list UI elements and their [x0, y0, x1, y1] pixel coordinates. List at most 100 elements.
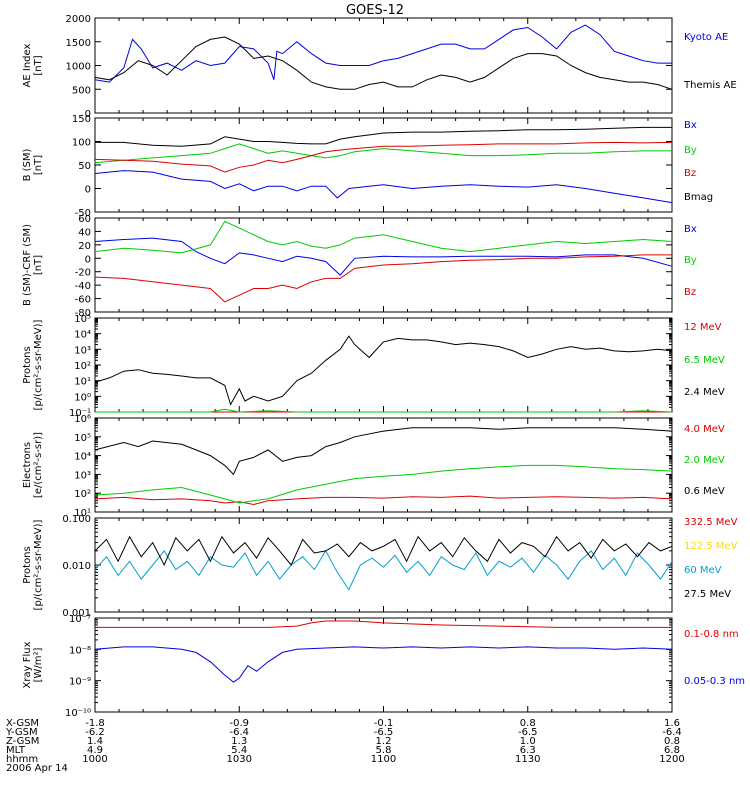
coord-row-label: X-GSM: [6, 718, 39, 729]
y-tick-label: 10⁵: [74, 433, 91, 444]
y-tick-label: 10⁴: [74, 330, 91, 341]
y-tick-label: 10⁻⁷: [69, 614, 91, 625]
y-tick-label: 10²: [74, 361, 91, 372]
series-line-bx: [94, 237, 673, 276]
y-tick-label: 0: [85, 185, 91, 196]
coord-row-value: 1130: [515, 754, 540, 765]
panel-5: 10¹ 10² 10³ 10⁴ 10⁵ 10⁶ Electrons[e/(cm²-s-sr)…: [22, 414, 725, 519]
series-line-by: [94, 220, 673, 254]
series-line-bx: [94, 170, 673, 204]
panel-6: 0.001 0.010 0.100 Protons[p/(cm²-s-sr-MeV)]…: [22, 514, 738, 619]
panel-2: -50 0 50 100 150 B (SM)[nT] Bx By Bz Bmag: [22, 114, 713, 219]
coord-row-label: Z-GSM: [6, 736, 39, 747]
series-line-2-0-mev: [94, 464, 673, 504]
series-line-6-5-mev: [95, 408, 673, 413]
coord-row-value: 6.3: [520, 745, 536, 756]
panel-frame: [94, 117, 673, 213]
coord-row-value: 0.8: [520, 718, 536, 729]
panel-3: -80 -60 -40 -20 0 20 40 60 B (SM)-CRF (SM)[nT] Bx…: [22, 214, 697, 319]
coord-row-value: -6.4: [662, 727, 682, 738]
series-line-2-4-mev: [94, 335, 673, 406]
coord-row-value: -0.9: [229, 718, 249, 729]
legend-label: 60 MeV: [684, 565, 722, 576]
coord-row-value: -6.4: [229, 727, 249, 738]
legend-label: 2.0 MeV: [684, 455, 725, 466]
series-line-bz: [94, 141, 673, 173]
y-tick-label: -50: [75, 208, 91, 219]
y-tick-label: 10³: [74, 345, 91, 356]
series-line-60-mev: [94, 549, 673, 591]
y-tick-label: 60: [78, 214, 91, 225]
y-tick-label: 10⁵: [74, 314, 91, 325]
y-tick-label: 0.100: [62, 514, 91, 525]
coord-row-value: 1000: [82, 754, 107, 765]
y-tick-label: -60: [75, 295, 91, 306]
series-line-bz: [94, 254, 672, 303]
series-line-0-05-0-3-nm: [94, 646, 673, 683]
y-tick-label: 10⁻¹: [69, 408, 91, 419]
panel-4: 10⁻¹ 10⁰ 10¹ 10² 10³ 10⁴ 10⁵ Protons[p/(cm²-s-s…: [22, 314, 725, 419]
series-line-themis-ae: [94, 36, 673, 90]
y-tick-label: 10³: [74, 470, 91, 481]
legend-label: 12 MeV: [684, 322, 722, 333]
legend-label: Bz: [684, 287, 696, 298]
panel-frame: [94, 17, 673, 114]
panel-frame: [94, 317, 673, 413]
series-line-0-6-mev: [94, 427, 673, 476]
y-tick-label: -80: [75, 308, 91, 319]
coord-row-value: -6.5: [518, 727, 538, 738]
series-line-kyoto-ae: [94, 24, 672, 83]
y-axis-label: B (SM)[nT]: [22, 148, 44, 181]
panel-7: 10⁻¹⁰ 10⁻⁹ 10⁻⁸ 10⁻⁷ Xray Flux[W/m²] 0.1-0.8 …: [22, 614, 745, 719]
panel-1: 0 500 1000 1500 2000 AE Index[nT] Kyoto AE Them…: [22, 14, 737, 120]
coord-row-value: -0.1: [374, 718, 394, 729]
legend-label: Bx: [684, 224, 697, 235]
legend-label: 27.5 MeV: [684, 589, 731, 600]
y-tick-label: 10²: [74, 489, 91, 500]
y-axis-label: B (SM)-CRF (SM)[nT]: [22, 224, 44, 306]
coord-row-value: 1.0: [520, 736, 536, 747]
y-tick-label: 150: [72, 114, 91, 125]
legend-label: Bz: [684, 168, 696, 179]
legend-label: By: [684, 145, 697, 156]
y-tick-label: 10¹: [74, 377, 91, 388]
y-tick-label: 1000: [66, 62, 91, 73]
y-tick-label: 10⁻⁸: [69, 645, 91, 656]
y-axis-label: Protons[p/(cm²-s-sr-MeV)]: [22, 319, 44, 410]
coord-row-label: Y-GSM: [5, 727, 38, 738]
y-tick-label: 10⁶: [74, 414, 91, 425]
y-tick-label: 2000: [66, 14, 91, 25]
y-tick-label: 0.010: [62, 561, 91, 572]
y-axis-label: Xray Flux[W/m²]: [22, 641, 44, 688]
y-tick-label: 50: [78, 161, 91, 172]
coord-row-label: MLT: [6, 745, 26, 756]
legend-label: 0.05-0.3 nm: [684, 676, 745, 687]
y-tick-label: 100: [72, 138, 91, 149]
panel-frame: [94, 617, 673, 713]
y-tick-label: 10⁴: [74, 452, 91, 463]
y-axis-label: Electrons[e/(cm²-s-sr)]: [22, 432, 44, 498]
y-tick-label: 10⁻¹⁰: [65, 708, 91, 719]
coord-row-value: 1.6: [664, 718, 680, 729]
coord-row-value: 1.3: [231, 736, 247, 747]
coord-row-value: -6.2: [85, 727, 105, 738]
legend-label: 6.5 MeV: [684, 355, 725, 366]
coord-row-value: 6.8: [664, 745, 680, 756]
legend-label: Bmag: [684, 192, 713, 203]
date-label: 2006 Apr 14: [6, 763, 68, 774]
y-tick-label: 0: [85, 109, 91, 120]
coord-row-value: 0.8: [664, 736, 680, 747]
series-line-by: [94, 143, 672, 164]
legend-label: 0.6 MeV: [684, 486, 725, 497]
coord-row-value: 5.8: [376, 745, 392, 756]
y-tick-label: 0.001: [62, 608, 91, 619]
y-tick-label: 40: [78, 227, 91, 238]
coord-row-value: 1030: [227, 754, 252, 765]
series-line-27-5-mev: [94, 535, 673, 567]
coord-row-value: 1.4: [87, 736, 103, 747]
y-tick-label: 10⁰: [74, 392, 91, 403]
legend-label: 332.5 MeV: [684, 517, 738, 528]
coord-row-value: 1200: [659, 754, 684, 765]
legend-label: 122.5 MeV: [684, 541, 738, 552]
